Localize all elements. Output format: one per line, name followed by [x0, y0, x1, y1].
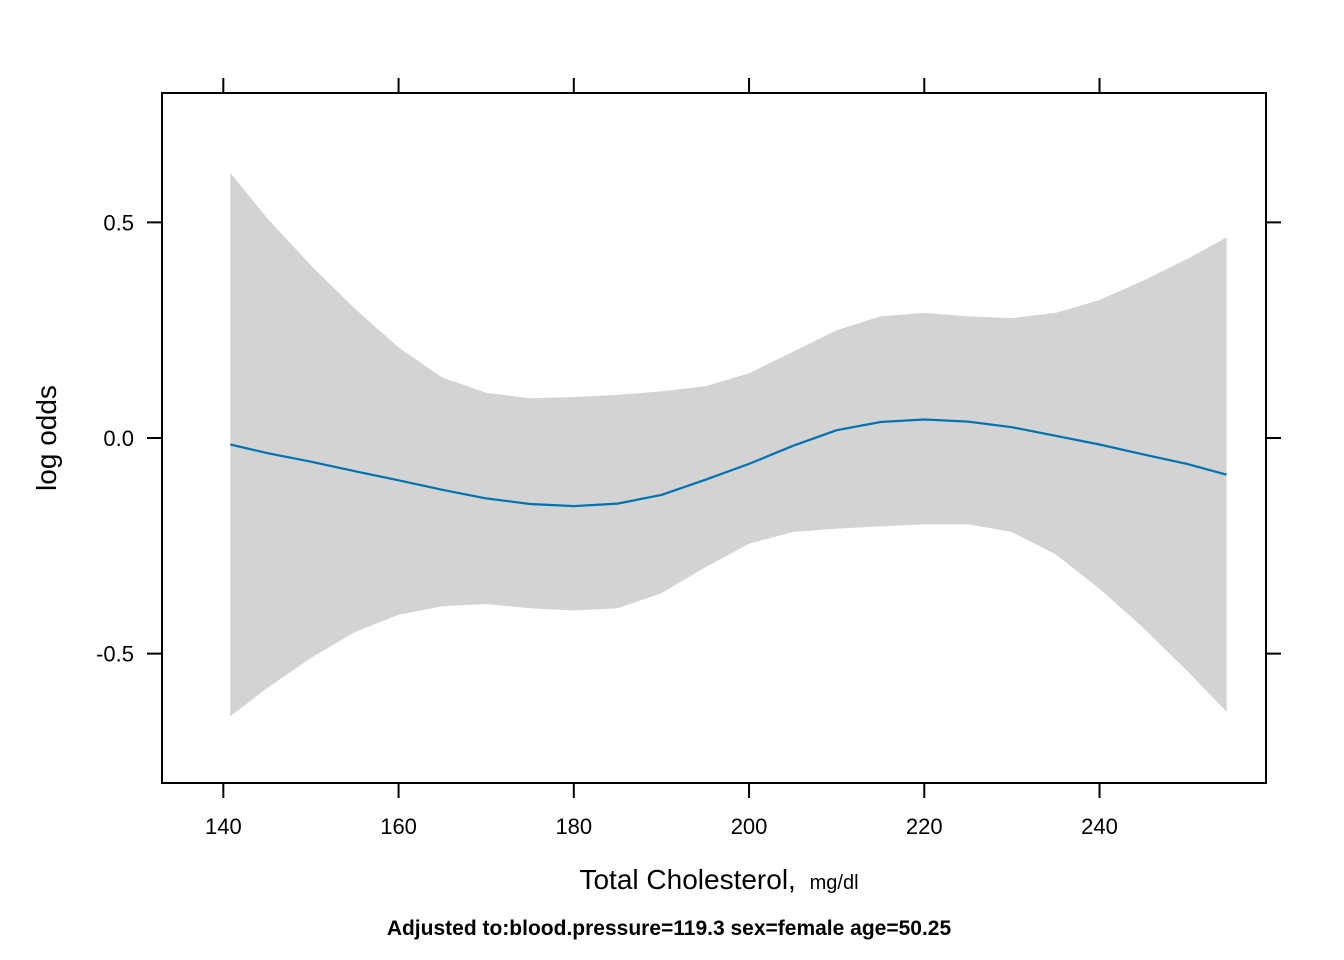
x-axis-title: Total Cholesterol, mg/dl: [579, 864, 858, 895]
x-axis-title-main: Total Cholesterol,: [579, 864, 795, 895]
fit-line-layer: [230, 418, 1227, 508]
x-tick-label: 220: [906, 814, 943, 839]
x-tick-label: 180: [555, 814, 592, 839]
y-tick-label: 0.0: [103, 426, 134, 451]
x-axis-title-unit: mg/dl: [810, 872, 859, 894]
y-axis-ticks: -0.5 0.0 0.5: [96, 210, 1281, 667]
x-axis-ticks: 140 160 180 200 220 240: [205, 78, 1118, 839]
confidence-band: [230, 172, 1227, 717]
x-tick-label: 160: [380, 814, 417, 839]
y-tick-label: -0.5: [96, 642, 134, 667]
y-tick-label: 0.5: [103, 210, 134, 235]
fit-line: [230, 418, 1227, 508]
x-tick-label: 200: [731, 814, 768, 839]
adjustment-footnote: Adjusted to:blood.pressure=119.3 sex=fem…: [387, 917, 952, 940]
confidence-band-layer: [230, 172, 1227, 717]
x-tick-label: 240: [1081, 814, 1118, 839]
x-tick-label: 140: [205, 814, 242, 839]
y-axis-title: log odds: [31, 385, 62, 491]
